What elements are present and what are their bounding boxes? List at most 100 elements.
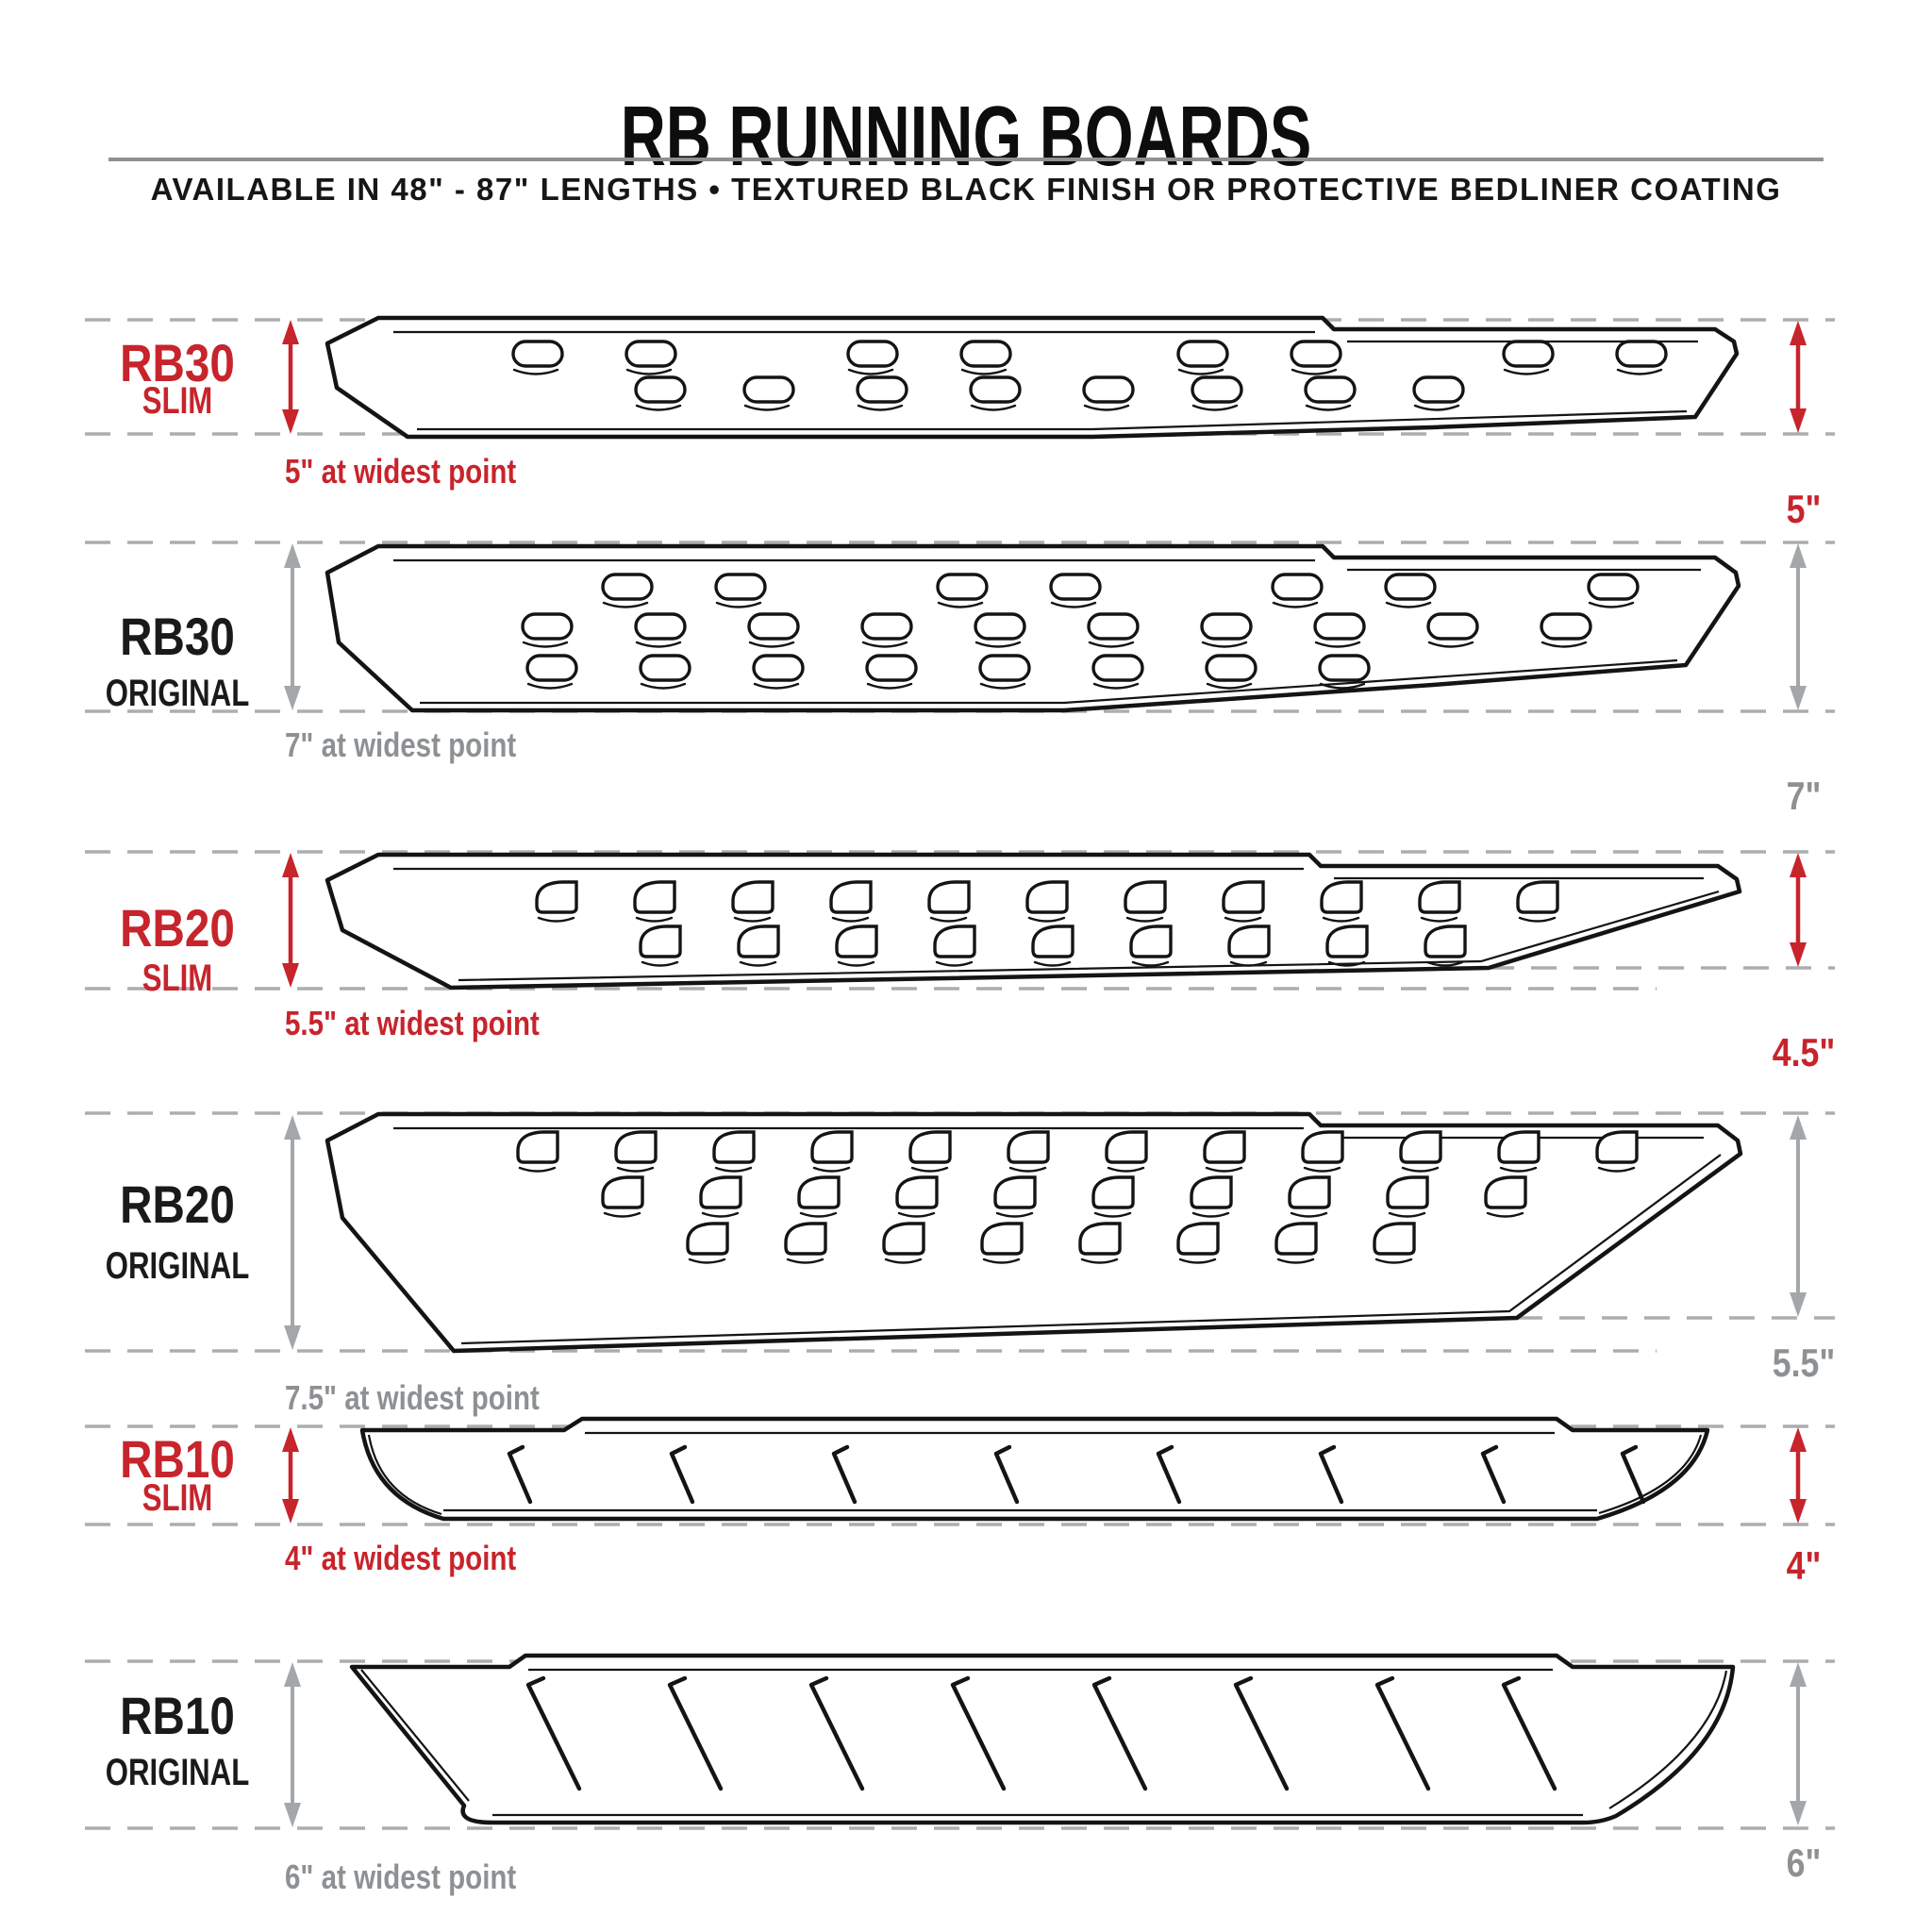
d-slot bbox=[639, 924, 682, 958]
dimension-arrow bbox=[284, 543, 301, 710]
d-slot-shadow bbox=[641, 960, 679, 967]
d-slot-shadow bbox=[1401, 1166, 1440, 1173]
tread-slash bbox=[1091, 1675, 1148, 1791]
d-slot bbox=[908, 1130, 952, 1164]
d-slot-shadow bbox=[884, 1257, 923, 1264]
variant-label-rb20-slim: SLIM bbox=[142, 958, 213, 999]
arrow-head-up bbox=[282, 1427, 299, 1452]
arrow-head-up bbox=[282, 853, 299, 877]
pill-slot-shadow bbox=[1272, 601, 1319, 608]
d-slot-shadow bbox=[1125, 916, 1164, 923]
d-slot bbox=[784, 1222, 827, 1256]
dimension-arrow bbox=[1790, 1115, 1807, 1317]
pill-slot bbox=[1200, 612, 1253, 641]
dimension-arrow bbox=[282, 853, 299, 988]
d-slot-shadow bbox=[837, 960, 875, 967]
dimension-arrow bbox=[284, 1662, 301, 1827]
d-slot bbox=[835, 924, 878, 958]
d-slot-shadow bbox=[1107, 1166, 1145, 1173]
pill-slot-shadow bbox=[979, 682, 1026, 690]
d-slot-shadow bbox=[1388, 1211, 1426, 1218]
dimension-arrow bbox=[1790, 321, 1807, 433]
rb10-original-board-drawing bbox=[349, 1653, 1736, 1825]
pill-slot bbox=[978, 654, 1031, 682]
d-slot bbox=[535, 880, 578, 914]
pill-slot-shadow bbox=[640, 682, 687, 690]
model-label-rb10-original: RB10 bbox=[120, 1686, 235, 1745]
rb30-slim-board-drawing bbox=[325, 315, 1740, 440]
pill-slot-shadow bbox=[522, 641, 569, 648]
d-slot-shadow bbox=[1420, 916, 1458, 923]
d-slot-shadow bbox=[1303, 1166, 1341, 1173]
arrow-head-up bbox=[1790, 1662, 1807, 1687]
arrow-head-down bbox=[1790, 1292, 1807, 1317]
d-slot-shadow bbox=[897, 1211, 936, 1218]
d-slot bbox=[882, 1222, 925, 1256]
pill-slot bbox=[860, 612, 913, 641]
d-slot-shadow bbox=[1597, 1166, 1636, 1173]
d-slot bbox=[810, 1130, 854, 1164]
rb20-original-board-drawing bbox=[325, 1111, 1743, 1354]
arrow-head-down bbox=[282, 963, 299, 988]
pill-slot bbox=[1290, 340, 1342, 368]
d-slot-shadow bbox=[831, 916, 870, 923]
d-slot-shadow bbox=[929, 916, 968, 923]
dimension-arrows bbox=[282, 320, 1807, 1827]
pill-slot-shadow bbox=[937, 601, 984, 608]
d-slot bbox=[601, 1175, 644, 1209]
pill-slot bbox=[1091, 654, 1144, 682]
d-slot bbox=[797, 1175, 841, 1209]
d-slot-shadow bbox=[935, 960, 974, 967]
height-label-rb20-original: 5.5" bbox=[1772, 1341, 1836, 1385]
arrow-head-up bbox=[284, 1662, 301, 1687]
pill-slot-shadow bbox=[1503, 368, 1550, 375]
rb10-original-tread-slashes bbox=[525, 1675, 1557, 1791]
d-slot-shadow bbox=[1224, 916, 1262, 923]
d-slot bbox=[1274, 1222, 1318, 1256]
arrow-head-down bbox=[1790, 408, 1807, 433]
d-slot-shadow bbox=[995, 1211, 1034, 1218]
d-slot bbox=[1373, 1222, 1416, 1256]
arrow-head-down bbox=[284, 1325, 301, 1350]
arrow-head-down bbox=[282, 1499, 299, 1524]
pill-slot-shadow bbox=[1413, 404, 1460, 411]
d-slot bbox=[980, 1222, 1024, 1256]
title-separator bbox=[108, 158, 1824, 161]
pill-slot-shadow bbox=[1588, 601, 1635, 608]
pill-slot-shadow bbox=[715, 601, 762, 608]
arrow-head-down bbox=[1790, 942, 1807, 967]
arrow-head-up bbox=[284, 543, 301, 568]
d-slot bbox=[1124, 880, 1167, 914]
pill-slot-shadow bbox=[857, 404, 904, 411]
arrow-head-down bbox=[1790, 1499, 1807, 1524]
pill-slot-shadow bbox=[1616, 368, 1663, 375]
rb20-slim-step-slots bbox=[535, 880, 1559, 967]
d-slot-shadow bbox=[1518, 916, 1557, 923]
widest-point-label-rb30-slim: 5" at widest point bbox=[285, 452, 517, 491]
pill-slot bbox=[974, 612, 1026, 641]
d-slot-shadow bbox=[1008, 1166, 1047, 1173]
d-slot bbox=[1516, 880, 1559, 914]
pill-slot bbox=[1049, 573, 1102, 601]
d-slot-shadow bbox=[910, 1166, 949, 1173]
pill-slot-shadow bbox=[1092, 682, 1140, 690]
pill-slot bbox=[959, 340, 1012, 368]
tread-slash bbox=[1156, 1444, 1182, 1505]
d-slot-shadow bbox=[1027, 916, 1066, 923]
tread-slash bbox=[1233, 1675, 1290, 1791]
arrow-head-up bbox=[1790, 543, 1807, 568]
arrow-head-down bbox=[1790, 686, 1807, 710]
pill-slot bbox=[714, 573, 767, 601]
pill-slot-shadow bbox=[1206, 682, 1253, 690]
tread-slash bbox=[831, 1444, 858, 1505]
pill-slot bbox=[747, 612, 800, 641]
tread-slash bbox=[1480, 1444, 1507, 1505]
pill-slot-shadow bbox=[1314, 641, 1361, 648]
pill-slot-shadow bbox=[635, 641, 682, 648]
d-slot bbox=[1418, 880, 1461, 914]
pill-slot-shadow bbox=[866, 682, 913, 690]
arrow-head-up bbox=[1790, 1115, 1807, 1140]
d-slot bbox=[1386, 1175, 1429, 1209]
tread-slash bbox=[808, 1675, 865, 1791]
d-slot bbox=[1325, 924, 1369, 958]
